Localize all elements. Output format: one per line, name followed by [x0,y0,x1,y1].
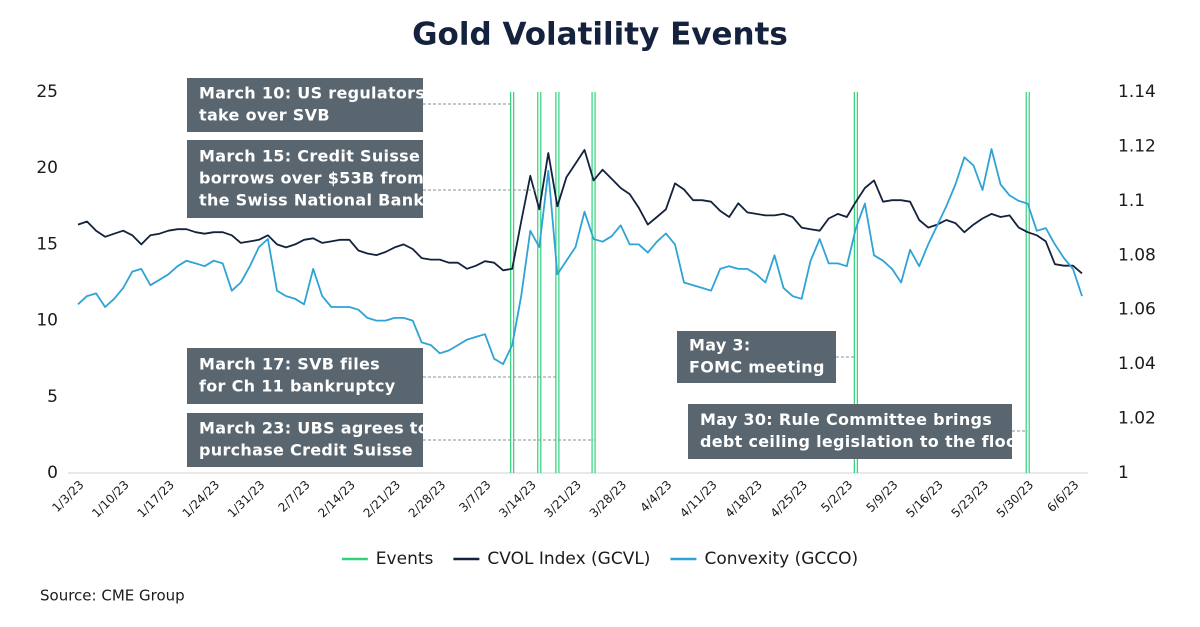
x-tick-label: 6/6/23 [1044,478,1081,515]
y2-tick-label: 1.02 [1118,409,1156,429]
annotation-text: March 10: US regulators [199,84,425,103]
x-tick-label: 4/4/23 [637,478,674,515]
annotation-text: May 3: [689,336,751,355]
y-tick-label: 25 [36,82,58,102]
y2-tick-label: 1.04 [1118,354,1156,374]
series-line [77,149,1083,275]
annotation-text: the Swiss National Bank [199,191,424,210]
x-tick-label: 1/31/23 [225,478,268,521]
y2-tick-label: 1 [1118,463,1129,483]
x-tick-label: 4/11/23 [677,478,720,521]
annotation-box [688,404,1012,459]
annotation-text: purchase Credit Suisse [199,441,413,460]
x-tick-label: 5/16/23 [903,478,946,521]
y-tick-label: 20 [36,158,58,178]
source: Source: CME Group [40,587,185,605]
y2-tick-label: 1.08 [1118,245,1156,265]
x-tick-label: 3/28/23 [587,478,630,521]
x-tick-label: 1/17/23 [134,478,177,521]
x-tick-label: 1/24/23 [180,478,223,521]
annotation-text: March 17: SVB files [199,355,380,374]
event-line [1025,92,1030,473]
x-tick-label: 1/10/23 [89,478,132,521]
x-tick-label: 2/7/23 [276,478,313,515]
event-line [510,92,515,473]
x-tick-label: 5/23/23 [948,478,991,521]
annotation-box [187,140,423,218]
legend-label: Events [376,549,434,569]
x-tick-label: 4/25/23 [768,478,811,521]
x-tick-label: 2/21/23 [361,478,404,521]
annotation-box [187,413,423,467]
annotation-text: March 23: UBS agrees to [199,419,429,438]
x-tick-label: 5/2/23 [818,478,855,515]
y2-tick-label: 1.14 [1118,82,1156,102]
y-tick-label: 10 [36,311,58,331]
x-tick-label: 3/14/23 [496,478,539,521]
x-tick-label: 4/18/23 [722,478,765,521]
x-tick-label: 3/21/23 [541,478,584,521]
annotation-text: for Ch 11 bankruptcy [199,377,396,396]
annotation-box [677,331,836,383]
y-tick-label: 5 [47,387,58,407]
event-line [537,92,542,473]
y2-tick-label: 1.1 [1118,191,1145,211]
annotation-text: debt ceiling legislation to the floor [700,432,1025,451]
annotation-text: March 15: Credit Suisse [199,147,420,166]
x-tick-label: 1/3/23 [49,478,86,515]
x-tick-label: 5/30/23 [994,478,1037,521]
y-tick-label: 15 [36,234,58,254]
event-line [591,92,596,473]
annotation-text: borrows over $53B from [199,169,424,188]
event-line [555,92,560,473]
y2-tick-label: 1.06 [1118,300,1156,320]
y2-tick-label: 1.12 [1118,136,1156,156]
x-tick-label: 2/28/23 [406,478,449,521]
legend-label: Convexity (GCCO) [704,549,858,569]
legend: Events CVOL Index (GCVL) Convexity (GCCO) [341,549,858,569]
x-tick-label: 5/9/23 [863,478,900,515]
legend-label: CVOL Index (GCVL) [487,549,650,569]
annotation-box [187,348,423,404]
chart-title: Gold Volatility Events [412,17,788,53]
series-line [77,148,1083,365]
annotation-text: FOMC meeting [689,358,825,377]
x-tick-label: 3/7/23 [456,478,493,515]
x-tick-label: 2/14/23 [315,478,358,521]
annotation-text: take over SVB [199,106,330,125]
annotation-text: May 30: Rule Committee brings [700,410,992,429]
annotation-box [187,78,423,132]
y-tick-label: 0 [47,463,58,483]
